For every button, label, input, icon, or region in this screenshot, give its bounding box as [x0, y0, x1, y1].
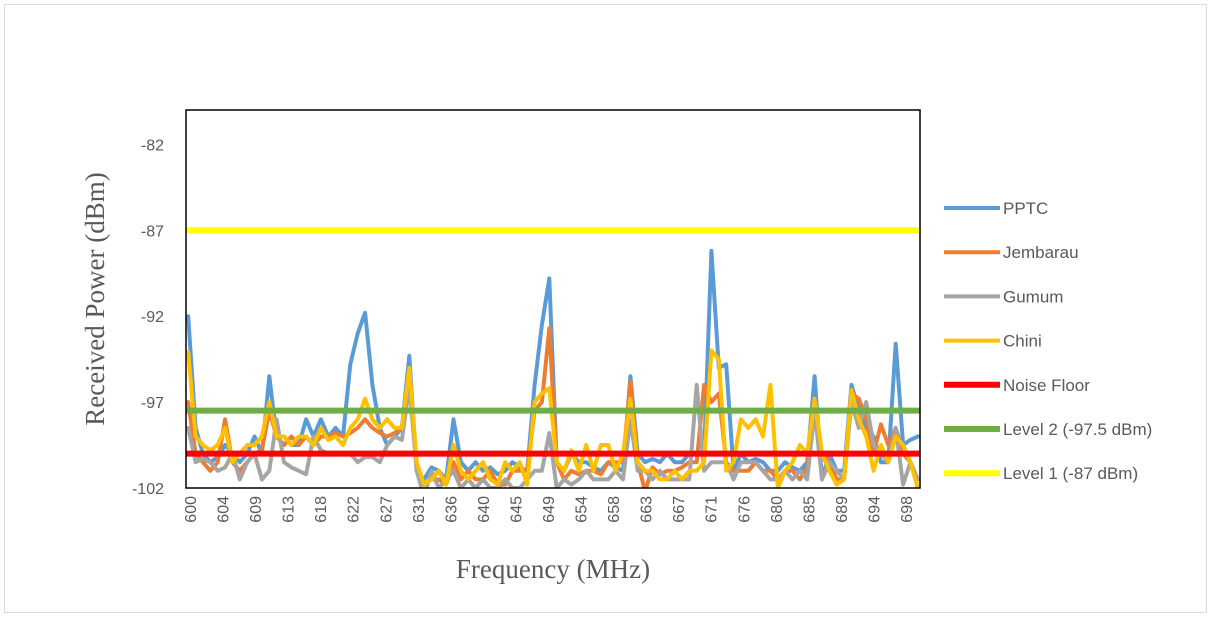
y-tick-label: -82: [141, 137, 164, 154]
x-tick-label: 640: [476, 496, 493, 523]
legend-label-level-2-97-5-dbm: Level 2 (-97.5 dBm): [1003, 420, 1152, 439]
x-tick-label: 618: [313, 496, 330, 523]
legend-label-noise-floor: Noise Floor: [1003, 376, 1090, 395]
legend: PPTC Jembarau Gumum Chini Noise Floor Level 2…: [944, 199, 1152, 483]
legend-label-level-1-87-dbm: Level 1 (-87 dBm): [1003, 464, 1138, 483]
legend-label-jembarau: Jembarau: [1003, 243, 1079, 262]
x-tick-label: 698: [899, 496, 916, 523]
x-tick-label: 654: [574, 496, 591, 523]
legend-label-chini: Chini: [1003, 332, 1042, 351]
legend-label-pptc: PPTC: [1003, 199, 1048, 218]
x-tick-label: 631: [411, 496, 428, 523]
x-tick-label: 685: [801, 496, 818, 523]
x-axis-title: Frequency (MHz): [456, 554, 650, 584]
y-tick-label: -102: [132, 481, 164, 498]
x-tick-label: 649: [541, 496, 558, 523]
x-tick-label: 658: [606, 496, 623, 523]
plot-border: [185, 109, 921, 489]
x-tick-label: 694: [867, 496, 884, 523]
x-axis-ticks: 600 604 609 613 618 622 627 631 636 640 645 649 654 6…: [183, 496, 916, 523]
x-tick-label: 663: [639, 496, 656, 523]
legend-label-gumum: Gumum: [1003, 287, 1063, 306]
series-layer: [186, 227, 920, 488]
x-tick-label: 667: [671, 496, 688, 523]
x-tick-label: 604: [216, 496, 233, 523]
x-tick-label: 680: [769, 496, 786, 523]
x-tick-label: 600: [183, 496, 200, 523]
y-axis-ticks: -82 -87 -92 -97 -102: [132, 137, 164, 498]
x-tick-label: 671: [704, 496, 721, 523]
y-tick-label: -92: [141, 309, 164, 326]
x-tick-label: 676: [736, 496, 753, 523]
y-tick-label: -97: [141, 395, 164, 412]
y-axis-title: Received Power (dBm): [80, 172, 110, 425]
x-tick-label: 613: [281, 496, 298, 523]
x-tick-label: 622: [346, 496, 363, 523]
chart-frame: [4, 4, 1207, 613]
x-tick-label: 636: [443, 496, 460, 523]
x-tick-label: 627: [378, 496, 395, 523]
x-tick-label: 609: [248, 496, 265, 523]
x-tick-label: 645: [509, 496, 526, 523]
x-tick-label: 689: [834, 496, 851, 523]
y-tick-label: -87: [141, 223, 164, 240]
